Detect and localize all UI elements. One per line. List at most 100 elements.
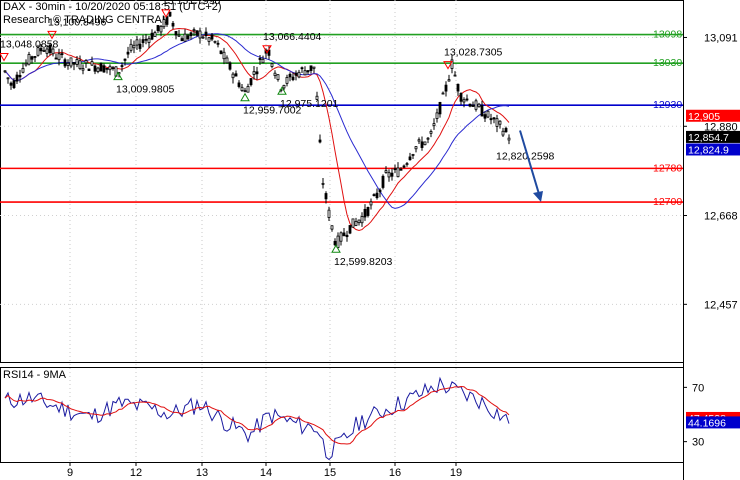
rsi-ma-line bbox=[4, 385, 510, 445]
candle-body bbox=[30, 56, 34, 60]
level-label: 13098 bbox=[653, 29, 682, 41]
candle-body bbox=[483, 114, 487, 119]
high-marker-icon bbox=[47, 30, 57, 40]
candle-body bbox=[306, 70, 310, 73]
candle-body bbox=[354, 221, 358, 226]
candle-body bbox=[177, 34, 181, 37]
candle-body bbox=[507, 137, 511, 141]
candle-body bbox=[72, 62, 76, 65]
candle-body bbox=[219, 50, 223, 54]
candle-body bbox=[39, 48, 43, 52]
candle-body bbox=[435, 112, 439, 119]
price-tag-label: 12,905 bbox=[688, 111, 720, 123]
candle-body bbox=[504, 127, 508, 133]
candle-body bbox=[48, 44, 52, 53]
candle-body bbox=[456, 83, 460, 92]
price-label: 12,820.2598 bbox=[496, 150, 555, 162]
candle-body bbox=[387, 172, 391, 178]
candle-body bbox=[393, 168, 397, 171]
candle-body bbox=[150, 32, 154, 40]
candle-body bbox=[402, 165, 406, 168]
candle-body bbox=[492, 117, 496, 120]
candle-body bbox=[78, 60, 82, 70]
y-tick-label: 12,880 bbox=[704, 121, 738, 133]
candle-body bbox=[420, 141, 424, 148]
x-tick-label: 9 bbox=[67, 467, 73, 479]
candle-body bbox=[51, 48, 55, 55]
candle-body bbox=[84, 60, 88, 64]
candle-body bbox=[423, 141, 427, 146]
candle-body bbox=[192, 29, 196, 32]
candle-body bbox=[207, 37, 211, 42]
rsi-value-label: 44.1696 bbox=[688, 417, 726, 429]
candle-body bbox=[57, 53, 61, 61]
candle-body bbox=[153, 32, 157, 37]
x-tick-label: 14 bbox=[260, 467, 272, 479]
candle-body bbox=[135, 39, 139, 46]
high-label: 13,048.0858 bbox=[0, 39, 59, 51]
candle-body bbox=[231, 73, 235, 79]
candle-body bbox=[411, 154, 415, 156]
high-label: 13,028.7305 bbox=[444, 47, 503, 59]
candle-body bbox=[300, 67, 304, 70]
candle-body bbox=[45, 48, 49, 54]
rsi-value-tag bbox=[686, 416, 740, 429]
candle-body bbox=[390, 172, 394, 177]
candle-body bbox=[27, 54, 31, 65]
candle-body bbox=[381, 175, 385, 188]
candle-body bbox=[6, 77, 10, 80]
candle-body bbox=[336, 235, 340, 248]
candle-body bbox=[276, 74, 280, 80]
forecast-arrowhead-icon bbox=[533, 191, 543, 203]
candle-body bbox=[480, 105, 484, 117]
candle-body bbox=[318, 139, 322, 143]
rsi-y-tick-label: 70 bbox=[692, 382, 704, 394]
candle-body bbox=[15, 74, 19, 82]
candle-body bbox=[210, 34, 214, 40]
low-label: 12,599.8203 bbox=[334, 256, 393, 268]
candle-body bbox=[195, 30, 199, 36]
candle-body bbox=[165, 16, 169, 25]
candle-body bbox=[438, 101, 442, 115]
candle-body bbox=[174, 31, 178, 36]
candle-body bbox=[18, 74, 22, 78]
rsi-line bbox=[4, 376, 510, 461]
candle-body bbox=[294, 72, 298, 76]
candle-body bbox=[396, 167, 400, 178]
forecast-arrow-icon bbox=[519, 130, 540, 195]
candle-body bbox=[360, 216, 364, 224]
candle-body bbox=[447, 79, 451, 82]
rsi-y-tick-label: 30 bbox=[692, 437, 704, 449]
candle-body bbox=[171, 22, 175, 27]
candle-body bbox=[453, 74, 457, 77]
candle-body bbox=[312, 66, 316, 69]
candle-body bbox=[369, 201, 373, 206]
high-marker-icon bbox=[161, 9, 171, 18]
candle-body bbox=[399, 168, 403, 171]
candle-body bbox=[12, 80, 16, 88]
candle-body bbox=[234, 73, 238, 77]
ma-fast-line bbox=[4, 27, 510, 232]
candle-body bbox=[252, 71, 256, 75]
low-label: 13,009.9805 bbox=[116, 84, 175, 96]
x-tick-label: 15 bbox=[324, 467, 336, 479]
candle-body bbox=[489, 118, 493, 121]
y-tick-label: 13,091 bbox=[704, 32, 738, 44]
candle-body bbox=[414, 146, 418, 150]
candle-body bbox=[108, 65, 112, 71]
candle-body bbox=[69, 57, 73, 67]
candle-body bbox=[357, 219, 361, 224]
low-marker-icon bbox=[277, 86, 287, 95]
candle-body bbox=[9, 82, 13, 86]
candle-body bbox=[288, 73, 292, 78]
level-label: 12700 bbox=[653, 196, 682, 208]
candle-body bbox=[36, 47, 40, 56]
candle-body bbox=[270, 63, 274, 67]
candle-body bbox=[342, 232, 346, 237]
high-marker-icon bbox=[443, 61, 453, 70]
candle-body bbox=[63, 59, 67, 67]
candle-body bbox=[126, 51, 130, 55]
candle-body bbox=[213, 40, 217, 43]
candle-body bbox=[141, 39, 145, 44]
candle-body bbox=[159, 25, 163, 33]
